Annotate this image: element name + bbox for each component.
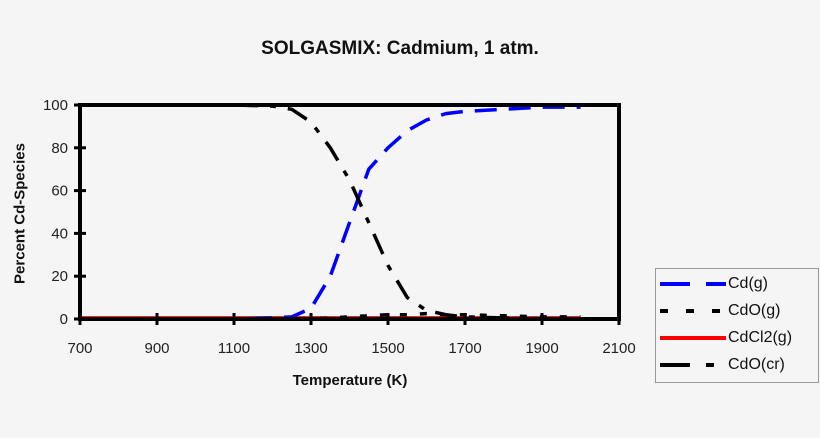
series-line-cdo-cr	[80, 103, 581, 321]
legend-item-cdo-g: CdO(g)	[656, 300, 818, 324]
legend: Cd(g) CdO(g) CdCl2(g) CdO(cr)	[655, 268, 819, 383]
legend-item-cd-g: Cd(g)	[656, 273, 818, 297]
x-tick-label: 1700	[448, 340, 481, 357]
legend-label: CdO(cr)	[728, 356, 785, 373]
legend-item-cdcl2-g: CdCl2(g)	[656, 327, 818, 351]
x-tick-label: 1100	[218, 340, 250, 357]
x-axis-label: Temperature (K)	[292, 372, 408, 389]
plot-frame	[78, 103, 621, 321]
y-tick-label: 0	[60, 311, 68, 328]
x-tick-label: 700	[67, 340, 92, 357]
y-tick-label: 20	[51, 268, 68, 285]
legend-line-cdo-g	[660, 309, 726, 313]
y-tick-label: 80	[51, 140, 68, 157]
series-line-cd-g	[80, 105, 581, 321]
legend-line-cdo-cr	[660, 363, 726, 367]
legend-line-cdcl2-g	[660, 336, 726, 340]
x-tick-label: 1500	[371, 340, 404, 357]
legend-label: CdCl2(g)	[728, 329, 793, 346]
chart-title: SOLGASMIX: Cadmium, 1 atm.	[261, 38, 539, 59]
legend-line-cd-g	[660, 282, 726, 286]
legend-label: CdO(g)	[728, 302, 781, 319]
y-tick-label: 40	[51, 225, 68, 242]
x-tick-label: 2100	[602, 340, 635, 357]
legend-item-cdo-cr: CdO(cr)	[656, 354, 818, 378]
x-tick-label: 1900	[525, 340, 558, 357]
legend-label: Cd(g)	[728, 275, 769, 292]
x-tick-label: 1300	[294, 340, 327, 357]
y-tick-label: 60	[51, 183, 68, 200]
x-tick-label: 900	[144, 340, 169, 357]
y-tick-label: 100	[43, 97, 68, 114]
